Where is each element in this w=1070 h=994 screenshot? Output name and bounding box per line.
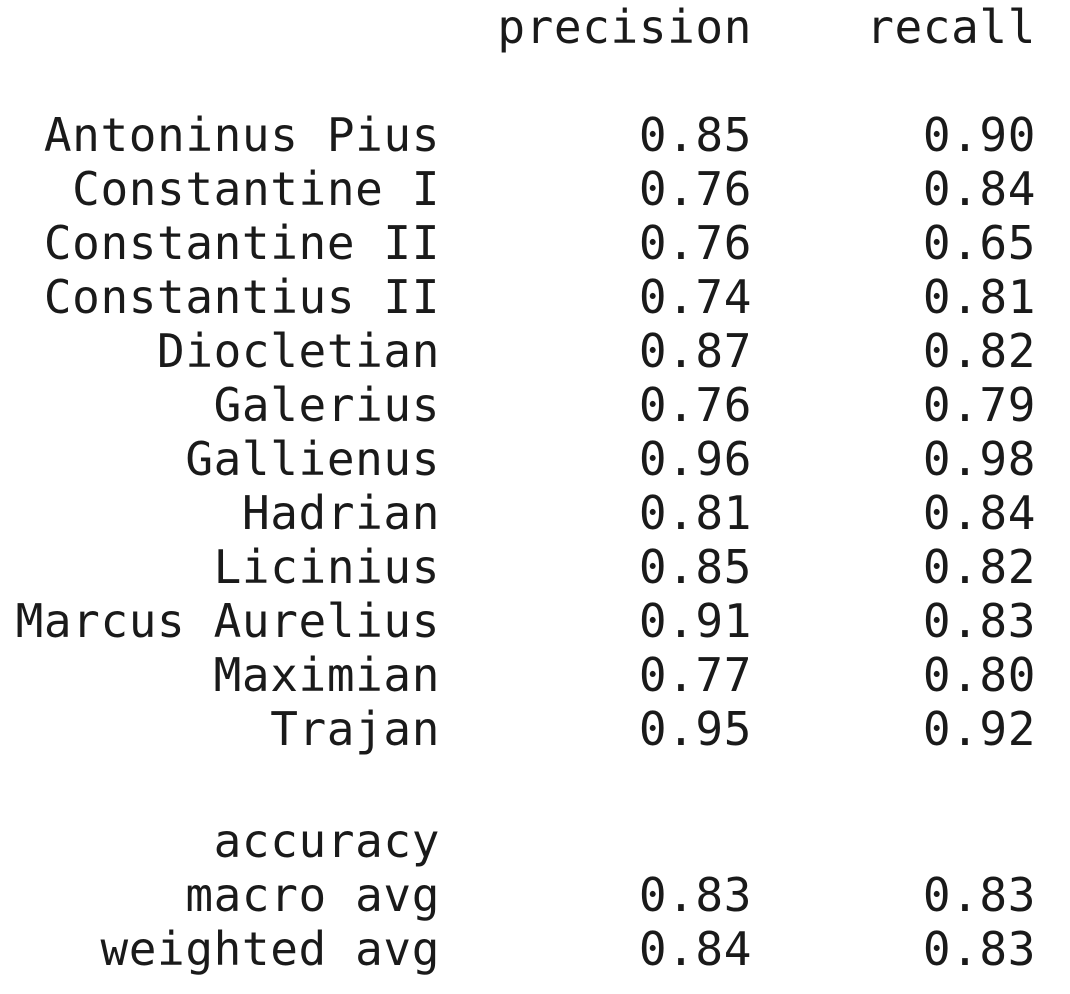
row-label: Constantine II — [43, 216, 440, 270]
summary-label-macro-avg: macro avg — [185, 868, 440, 922]
row-recall: 0.84 — [922, 162, 1036, 216]
row-recall: 0.98 — [922, 432, 1036, 486]
summary-recall-macro-avg: 0.83 — [922, 868, 1036, 922]
row-recall: 0.65 — [922, 216, 1036, 270]
summary-label-weighted-avg: weighted avg — [100, 922, 440, 976]
row-precision: 0.76 — [638, 216, 752, 270]
row-recall: 0.84 — [922, 486, 1036, 540]
summary-label-accuracy: accuracy — [213, 814, 440, 868]
row-precision: 0.87 — [638, 324, 752, 378]
row-precision: 0.85 — [638, 540, 752, 594]
summary-precision-weighted-avg: 0.84 — [638, 922, 752, 976]
row-precision: 0.91 — [638, 594, 752, 648]
summary-precision-macro-avg: 0.83 — [638, 868, 752, 922]
row-label: Galerius — [213, 378, 440, 432]
row-precision: 0.81 — [638, 486, 752, 540]
row-label: Diocletian — [157, 324, 440, 378]
row-recall: 0.82 — [922, 540, 1036, 594]
row-recall: 0.80 — [922, 648, 1036, 702]
row-recall: 0.90 — [922, 108, 1036, 162]
header-precision: precision — [497, 0, 752, 54]
row-label: Constantine I — [72, 162, 440, 216]
row-label: Marcus Aurelius — [15, 594, 440, 648]
row-recall: 0.92 — [922, 702, 1036, 756]
row-recall: 0.82 — [922, 324, 1036, 378]
row-precision: 0.76 — [638, 378, 752, 432]
row-label: Maximian — [213, 648, 440, 702]
row-label: Licinius — [213, 540, 440, 594]
row-precision: 0.96 — [638, 432, 752, 486]
header-recall: recall — [866, 0, 1036, 54]
summary-recall-weighted-avg: 0.83 — [922, 922, 1036, 976]
row-precision: 0.74 — [638, 270, 752, 324]
row-label: Hadrian — [241, 486, 440, 540]
row-precision: 0.95 — [638, 702, 752, 756]
row-label: Constantius II — [43, 270, 440, 324]
row-precision: 0.85 — [638, 108, 752, 162]
row-recall: 0.83 — [922, 594, 1036, 648]
row-precision: 0.76 — [638, 162, 752, 216]
row-recall: 0.79 — [922, 378, 1036, 432]
row-label: Trajan — [270, 702, 440, 756]
row-precision: 0.77 — [638, 648, 752, 702]
row-label: Antoninus Pius — [43, 108, 440, 162]
row-label: Gallienus — [185, 432, 440, 486]
row-recall: 0.81 — [922, 270, 1036, 324]
